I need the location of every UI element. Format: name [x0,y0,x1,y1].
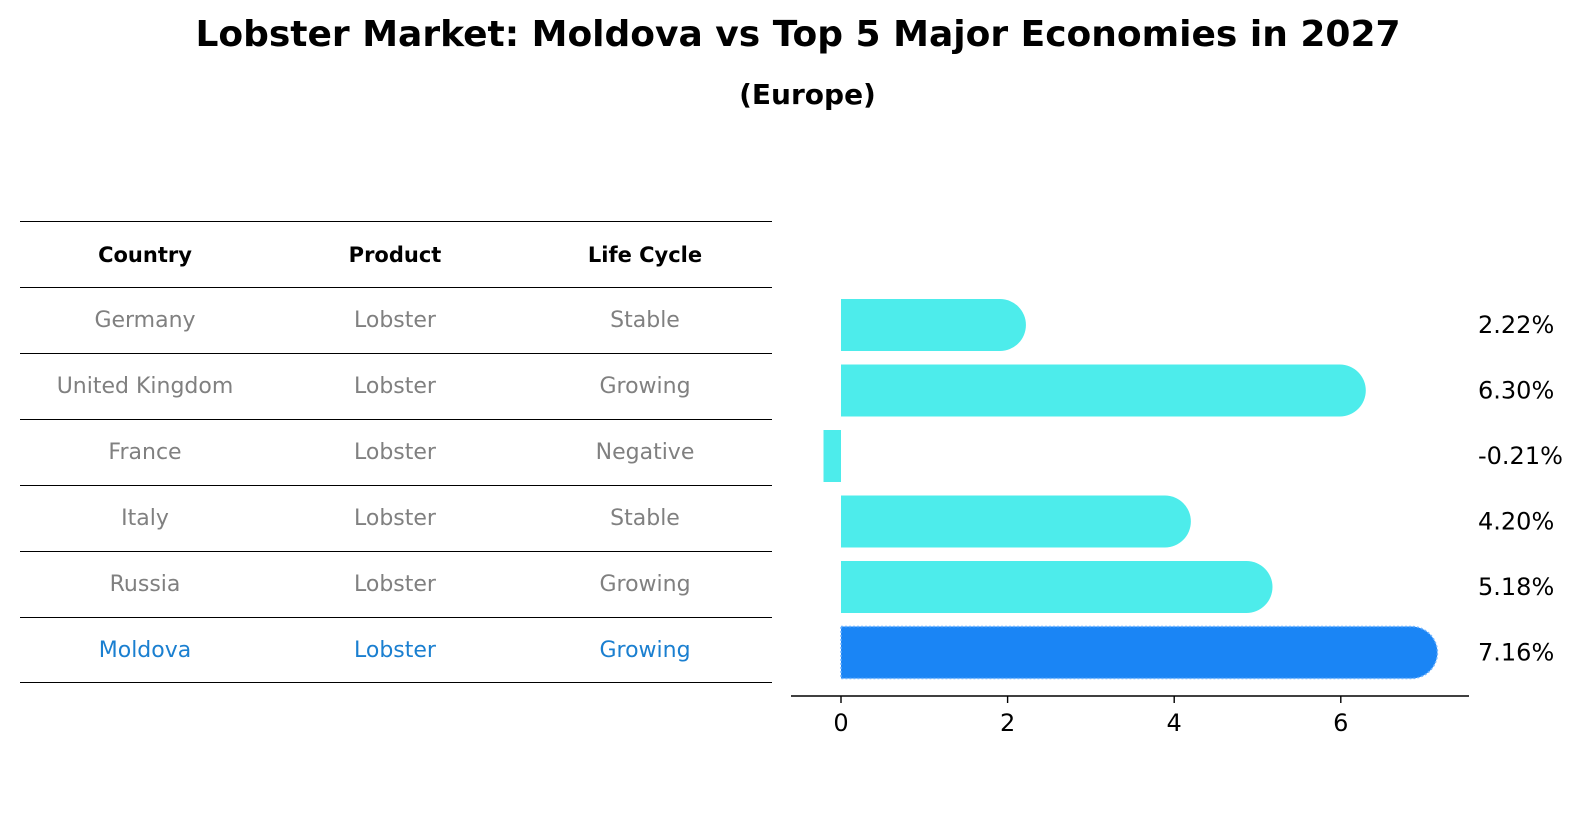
value-label: 5.18% [1478,573,1554,601]
cell-product: Lobster [354,637,436,663]
header-product: Product [348,242,442,267]
cell-product: Lobster [354,440,436,465]
cell-country: France [108,440,182,465]
cell-life-cycle: Negative [595,440,695,465]
value-label: 6.30% [1478,377,1554,405]
cell-life-cycle: Stable [610,506,680,531]
table-row: France Lobster Negative [20,419,772,485]
bar-france [823,430,841,482]
cell-life-cycle: Growing [599,572,691,597]
bar-germany [841,299,1026,351]
cell-product: Lobster [354,308,436,333]
chart-subtitle: (Europe) [739,78,876,111]
x-tick-label: 6 [1333,709,1348,737]
table-row: Germany Lobster Stable [20,287,772,353]
bar-moldova [840,625,1439,680]
country-table: Country Product Life Cycle Germany Lobst… [20,221,772,683]
cell-life-cycle: Growing [599,374,691,399]
table-row-highlighted: Moldova Lobster Growing [20,617,772,683]
value-label: -0.21% [1478,442,1563,470]
header-life-cycle: Life Cycle [587,242,703,267]
table-row: United Kingdom Lobster Growing [20,353,772,419]
cell-country: Italy [121,506,169,531]
header-country: Country [98,242,192,267]
cell-country: Germany [94,308,196,333]
x-tick-label: 4 [1167,709,1182,737]
cell-country: United Kingdom [56,374,234,399]
bar-italy [841,495,1191,548]
table-header-row: Country Product Life Cycle [20,221,772,287]
cell-product: Lobster [354,506,436,531]
bar-united-kingdom [841,364,1366,417]
chart-title: Lobster Market: Moldova vs Top 5 Major E… [195,14,1401,55]
table-row: Russia Lobster Growing [20,551,772,617]
value-label: 2.22% [1478,311,1554,339]
table-row: Italy Lobster Stable [20,485,772,551]
cell-product: Lobster [354,374,436,399]
value-label: 7.16% [1478,639,1554,667]
x-tick-label: 0 [833,709,848,737]
bar-russia [841,561,1273,613]
x-tick-label: 2 [1000,709,1015,737]
cell-country: Moldova [98,637,192,663]
cell-life-cycle: Growing [599,637,691,663]
cell-product: Lobster [354,572,436,597]
cell-life-cycle: Stable [610,308,680,333]
cell-country: Russia [109,572,181,597]
value-label: 4.20% [1478,508,1554,536]
